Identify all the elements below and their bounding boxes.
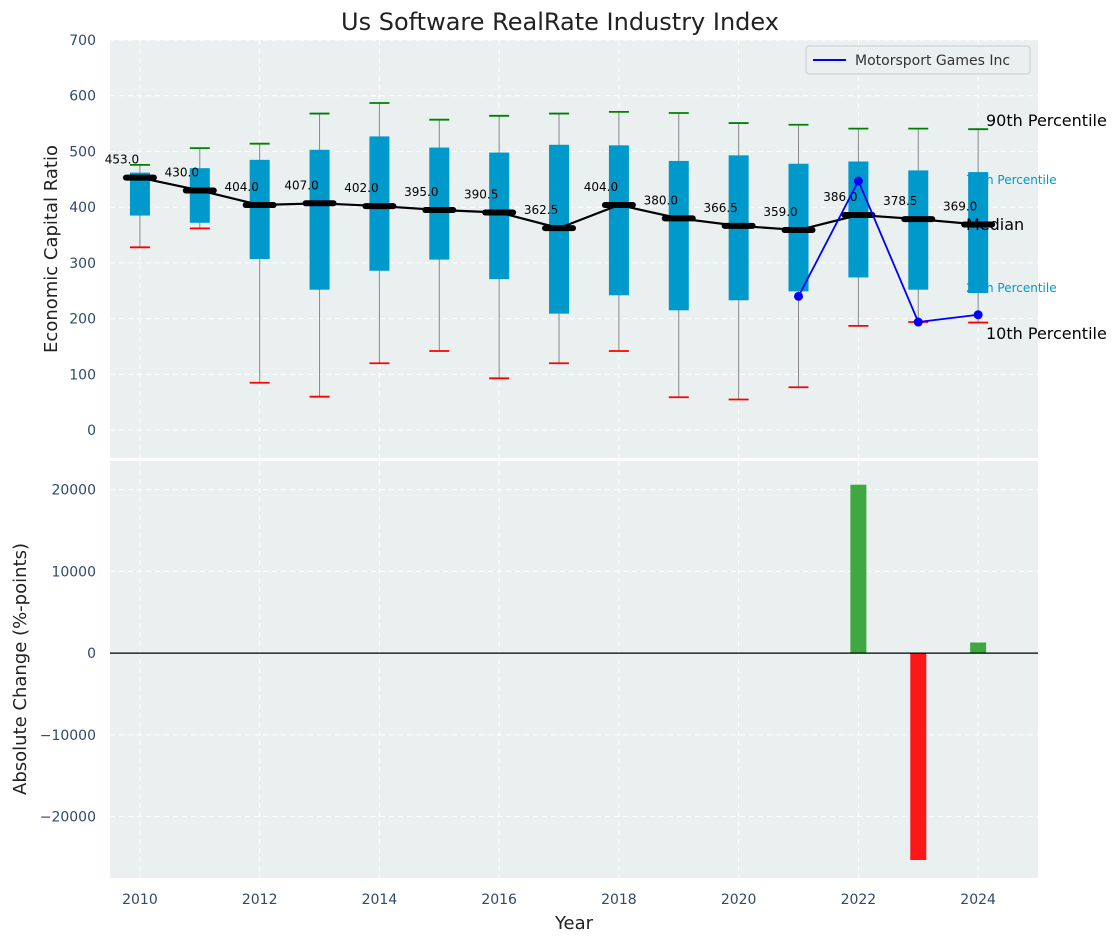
bottom-panel: −20000 −10000 0 10000 20000 2010 2012 2014 2016… (10, 461, 1038, 934)
iqr-box (668, 160, 689, 311)
x-tick-label: 2022 (841, 892, 877, 908)
top-y-tick-label: 400 (69, 200, 96, 216)
x-tick-label: 2010 (122, 892, 158, 908)
bottom-y-tick-label: 20000 (51, 483, 96, 499)
iqr-box (489, 152, 510, 280)
bottom-y-ticks: −20000 −10000 0 10000 20000 (40, 483, 96, 826)
percentile-side-labels: 90th Percentile 75th Percentile Median 2… (966, 111, 1107, 343)
x-axis-label: Year (554, 913, 594, 934)
iqr-box (249, 159, 270, 260)
company-point (794, 291, 804, 301)
change-bar (850, 484, 867, 654)
x-tick-label: 2016 (481, 892, 517, 908)
bottom-y-tick-label: −20000 (40, 810, 96, 826)
legend-series-label: Motorsport Games Inc (855, 53, 1010, 69)
company-series (794, 176, 983, 327)
bottom-y-tick-label: −10000 (40, 728, 96, 744)
median-value-label: 378.5 (883, 194, 917, 208)
iqr-box (608, 145, 629, 296)
change-bar (970, 642, 987, 654)
top-y-tick-label: 300 (69, 256, 96, 272)
x-tick-label: 2012 (242, 892, 278, 908)
company-point (913, 317, 923, 327)
median-value-label: 362.5 (524, 203, 558, 217)
iqr-box (129, 172, 150, 216)
median-value-label: 402.0 (344, 181, 378, 195)
top-y-tick-label: 600 (69, 89, 96, 105)
median-value-label: 380.0 (644, 193, 678, 207)
iqr-box (429, 147, 450, 260)
iqr-box (908, 170, 929, 290)
iqr-box (189, 168, 210, 223)
change-bar (910, 653, 927, 861)
top-y-axis-label: Economic Capital Ratio (41, 145, 62, 353)
top-y-tick-label: 700 (69, 33, 96, 49)
x-tick-label: 2014 (362, 892, 398, 908)
industry-boxes (129, 102, 989, 401)
median-side-label: Median (966, 215, 1024, 234)
median-value-label: 430.0 (165, 165, 199, 179)
median-value-label: 369.0 (943, 199, 977, 213)
x-tick-label: 2024 (960, 892, 996, 908)
x-tick-label: 2018 (601, 892, 637, 908)
median-value-label: 395.0 (404, 185, 438, 199)
median-value-label: 390.5 (464, 187, 498, 201)
top-y-tick-label: 200 (69, 312, 96, 328)
iqr-box (309, 149, 330, 290)
top-panel: 0 100 200 300 400 500 600 700 453.0 430.0 404.0 40… (41, 33, 1107, 458)
median-value-label: 407.0 (284, 178, 318, 192)
company-point (853, 176, 863, 186)
bottom-y-tick-label: 0 (87, 646, 96, 662)
median-value-label: 366.5 (703, 201, 737, 215)
top-y-tick-label: 100 (69, 367, 96, 383)
p10-side-label: 10th Percentile (986, 324, 1107, 343)
top-y-ticks: 0 100 200 300 400 500 600 700 (69, 33, 96, 439)
top-y-tick-label: 500 (69, 144, 96, 160)
company-point (973, 310, 983, 320)
median-value-label: 404.0 (224, 180, 258, 194)
x-ticks: 2010 2012 2014 2016 2018 2020 2022 2024 (122, 892, 996, 908)
change-bars (850, 484, 987, 861)
bottom-panel-background (110, 461, 1038, 878)
bottom-y-tick-label: 10000 (51, 564, 96, 580)
bottom-y-axis-label: Absolute Change (%-points) (10, 543, 31, 795)
median-labels: 453.0 430.0 404.0 407.0 402.0 395.0 390.5 362.5… (105, 153, 978, 219)
company-line (797, 178, 979, 323)
median-value-label: 404.0 (584, 180, 618, 194)
top-y-tick-label: 0 (87, 423, 96, 439)
x-tick-label: 2020 (721, 892, 757, 908)
p75-side-label: 75th Percentile (966, 173, 1057, 187)
iqr-box (968, 172, 989, 294)
p25-side-label: 25th Percentile (966, 281, 1057, 295)
chart-title: Us Software RealRate Industry Index (341, 8, 779, 36)
legend-box (805, 45, 1031, 75)
median-value-label: 453.0 (105, 153, 139, 167)
top-panel-background (110, 40, 1038, 458)
p90-side-label: 90th Percentile (986, 111, 1107, 130)
median-value-label: 359.0 (763, 205, 797, 219)
legend: Motorsport Games Inc (805, 45, 1031, 75)
